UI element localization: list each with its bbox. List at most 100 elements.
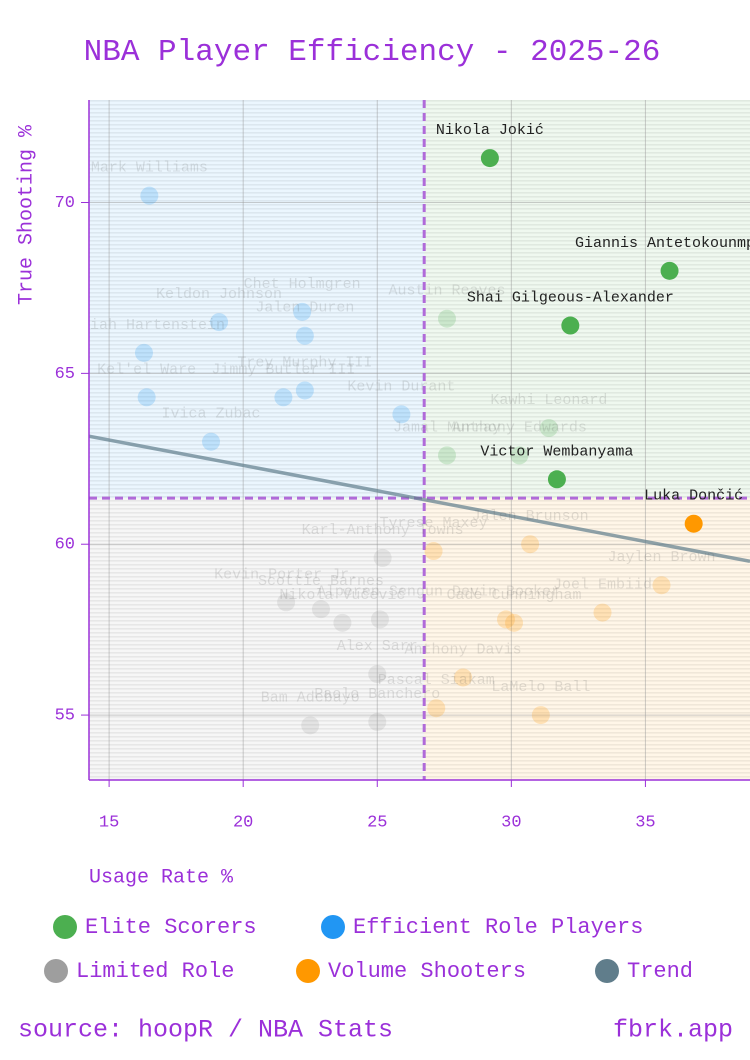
legend-label: Elite Scorers — [85, 915, 257, 940]
point-label: Nikola Jokić — [436, 122, 544, 139]
y-axis-label: True Shooting % — [15, 124, 38, 305]
legend-marker — [595, 959, 619, 983]
quadrant-tint — [89, 100, 425, 499]
point — [311, 600, 330, 619]
point-label: Jamal Murray — [393, 419, 501, 436]
quadrant-tint — [424, 100, 750, 499]
point-label: Karl-Anthony Towns — [302, 522, 464, 539]
quadrant-stripes — [424, 100, 750, 499]
point — [373, 548, 392, 567]
x-axis-label: Usage Rate % — [89, 866, 234, 889]
x-tick-label: 35 — [635, 813, 655, 832]
point — [210, 313, 229, 332]
point — [368, 712, 387, 731]
trend-line — [89, 434, 750, 564]
point-label: Austin Reaves — [388, 283, 505, 300]
point — [561, 316, 580, 335]
point — [392, 405, 411, 424]
legend-label: Efficient Role Players — [353, 915, 643, 940]
point — [437, 446, 456, 465]
point-label: Bam Adebayo — [261, 689, 360, 706]
point-label: Isaiah Hartenstein — [63, 317, 225, 334]
point — [424, 542, 443, 561]
point — [137, 388, 156, 407]
x-tick-label: 30 — [501, 813, 521, 832]
legend-marker — [296, 959, 320, 983]
point-label: Nikola Vučević — [279, 587, 405, 604]
point — [274, 388, 293, 407]
point — [521, 535, 540, 554]
point — [277, 593, 296, 612]
legend-label: Volume Shooters — [328, 959, 526, 984]
point-label: Kawhi Leonard — [490, 392, 607, 409]
point — [684, 514, 703, 533]
point — [134, 343, 153, 362]
point-label: Tyrese Maxey — [380, 515, 488, 532]
point-label: Jimmy Butler III — [211, 361, 355, 378]
point — [510, 446, 529, 465]
point-label: Giannis Antetokounmpo — [575, 235, 750, 252]
point-label: Jalen Duren — [255, 300, 354, 317]
y-tick-label: 65 — [55, 365, 75, 384]
y-tick-label: 60 — [55, 536, 75, 555]
point-label: Cade Cunningham — [447, 587, 582, 604]
x-tick-label: 25 — [367, 813, 387, 832]
point-label: Kel'el Ware — [97, 361, 196, 378]
point-label: Trey Murphy III — [237, 354, 372, 371]
legend-marker — [44, 959, 68, 983]
legend: Elite Scorers Efficient Role Players Limit… — [44, 915, 693, 984]
legend-marker — [321, 915, 345, 939]
point-label: Jaylen Brown — [607, 549, 715, 566]
quadrant-stripes — [89, 100, 425, 499]
point-label: Ivica Zubac — [161, 406, 260, 423]
point — [531, 706, 550, 725]
point — [496, 610, 515, 629]
point-label: Pascal Siakam — [378, 672, 495, 689]
legend-label: Trend — [627, 959, 693, 984]
point — [295, 381, 314, 400]
x-tick-label: 15 — [99, 813, 119, 832]
x-tick-label: 20 — [233, 813, 253, 832]
point — [295, 326, 314, 345]
quadrant-stripes — [424, 498, 750, 780]
point — [437, 309, 456, 328]
point-label: Alperen Sengun — [317, 583, 443, 600]
point — [539, 419, 558, 438]
point-label: Jalen Brunson — [472, 508, 589, 525]
point — [202, 432, 221, 451]
point-label: Luka Dončić — [644, 488, 743, 505]
quadrant-stripes — [89, 498, 425, 780]
y-tick-label: 55 — [55, 707, 75, 726]
source: source: hoopR / NBA Stats — [18, 1016, 393, 1045]
point — [593, 603, 612, 622]
point-label: Kevin Porter Jr. — [214, 566, 358, 583]
point — [454, 668, 473, 687]
point-label: Anthony Davis — [405, 641, 522, 658]
site: fbrk.app — [613, 1016, 733, 1045]
point-label: Victor Wembanyama — [480, 443, 633, 460]
point — [660, 261, 679, 280]
point — [427, 699, 446, 718]
point-label: Chet Holmgren — [244, 276, 361, 293]
point-label: Scottie Barnes — [258, 573, 384, 590]
point-label: Kevin Durant — [347, 378, 455, 395]
chart-title: NBA Player Efficiency - 2025-26 — [84, 35, 661, 70]
point-label: Paolo Banchero — [314, 686, 440, 703]
point-label: Mark Williams — [91, 160, 208, 177]
point — [301, 716, 320, 735]
y-tick-label: 70 — [55, 194, 75, 213]
quadrant-tint — [424, 498, 750, 780]
point — [140, 186, 159, 205]
point-label: Joel Embiid — [553, 577, 652, 594]
point-label: LaMelo Ball — [491, 679, 590, 696]
point — [652, 576, 671, 595]
point-label: Anthony Edwards — [452, 419, 587, 436]
point — [505, 613, 524, 632]
point — [333, 613, 352, 632]
legend-label: Limited Role — [76, 959, 234, 984]
point-label: Shai Gilgeous-Alexander — [467, 289, 674, 306]
point — [370, 610, 389, 629]
point — [480, 149, 499, 168]
